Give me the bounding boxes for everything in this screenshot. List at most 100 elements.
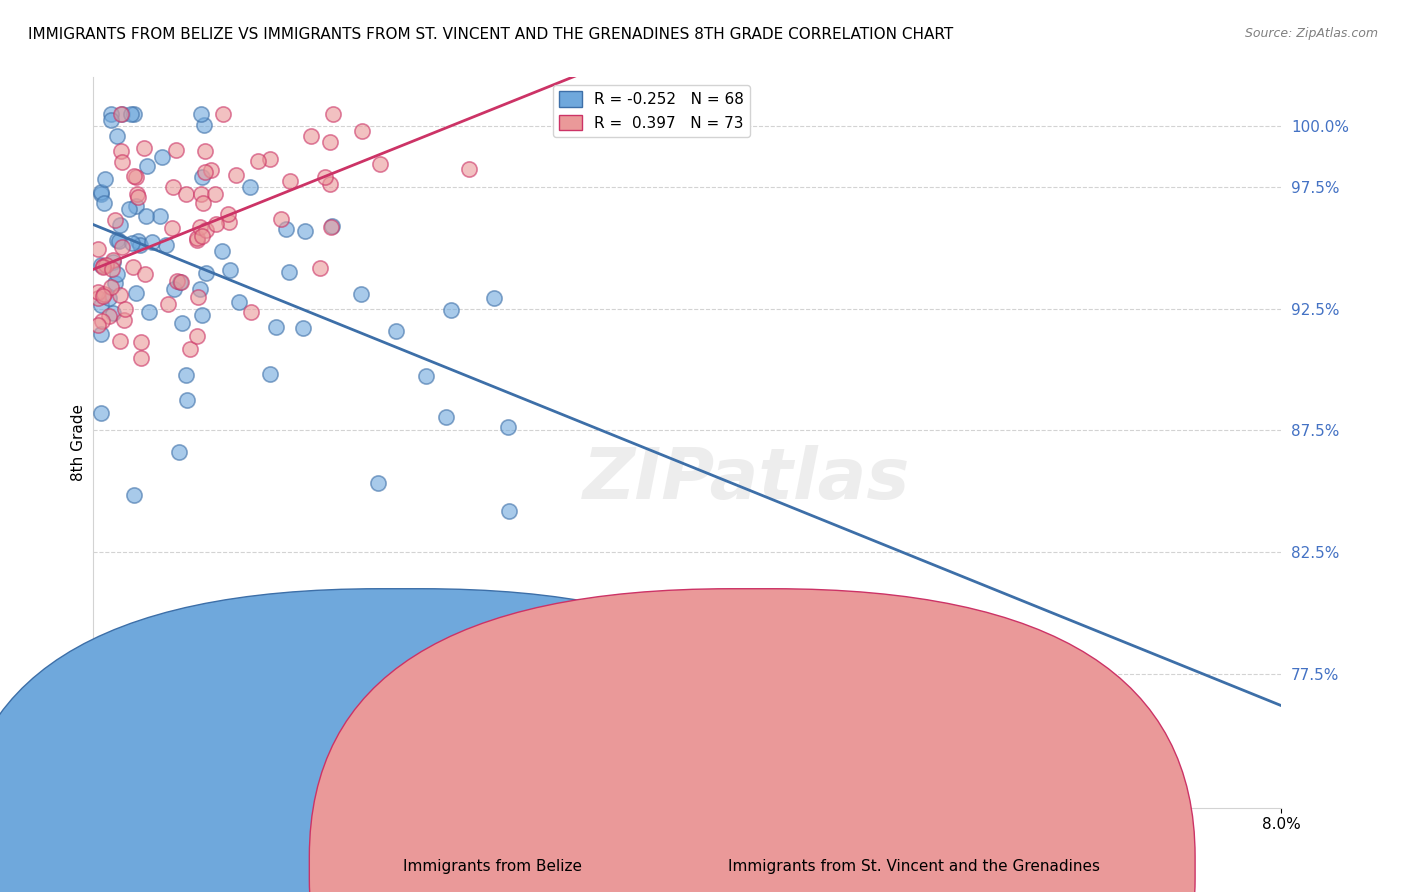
Point (129, 335, 152, 350)
Point (270, 212, 292, 227)
Point (179, 343, 201, 357)
Point (186, 230, 208, 244)
Point (121, 235, 143, 250)
Point (108, 334, 131, 348)
Point (150, 150, 173, 164)
Point (138, 305, 160, 319)
Point (194, 165, 217, 179)
Point (350, 286, 373, 301)
Point (190, 186, 212, 201)
Point (120, 107, 142, 121)
Point (195, 223, 218, 237)
Point (166, 274, 188, 288)
Point (278, 265, 301, 279)
Point (101, 252, 124, 267)
Y-axis label: 8th Grade: 8th Grade (72, 404, 86, 481)
Point (135, 209, 157, 223)
Point (104, 213, 127, 227)
Point (193, 118, 215, 132)
Point (93, 195, 115, 210)
Point (125, 285, 148, 300)
Point (457, 162, 479, 177)
Point (94, 258, 117, 272)
Point (122, 260, 145, 274)
Point (100, 279, 122, 293)
Point (127, 234, 149, 248)
Point (111, 154, 134, 169)
Point (194, 145, 217, 159)
Point (127, 190, 149, 204)
Point (319, 219, 342, 234)
Point (100, 107, 122, 121)
Point (274, 222, 297, 236)
Point (90, 258, 112, 272)
Point (219, 263, 242, 277)
Point (367, 475, 389, 490)
Point (90, 185, 112, 199)
Point (100, 112, 122, 127)
Text: ZIPatlas: ZIPatlas (583, 444, 910, 514)
Text: IMMIGRANTS FROM BELIZE VS IMMIGRANTS FROM ST. VINCENT AND THE GRENADINES 8TH GRA: IMMIGRANTS FROM BELIZE VS IMMIGRANTS FRO… (28, 27, 953, 42)
Point (107, 268, 129, 282)
Point (103, 255, 125, 269)
Point (132, 141, 155, 155)
Point (191, 228, 214, 243)
Point (498, 503, 520, 517)
Point (163, 282, 186, 296)
Point (239, 305, 262, 319)
Point (415, 368, 437, 383)
Point (299, 128, 322, 143)
Point (162, 179, 184, 194)
Point (103, 306, 125, 320)
Point (97, 291, 120, 305)
Text: Immigrants from Belize: Immigrants from Belize (402, 859, 582, 874)
Point (108, 219, 131, 233)
Point (278, 174, 301, 188)
Point (167, 445, 190, 459)
Point (385, 324, 408, 338)
Point (110, 107, 132, 121)
Point (291, 321, 314, 335)
Point (188, 282, 211, 296)
Point (91, 260, 114, 274)
Point (174, 368, 197, 383)
Point (264, 320, 287, 334)
Point (211, 107, 233, 121)
Point (191, 195, 214, 210)
Point (200, 163, 222, 178)
Point (105, 128, 128, 143)
Point (94, 171, 117, 186)
Point (190, 170, 212, 185)
Point (350, 124, 373, 138)
Point (112, 313, 135, 327)
Point (318, 135, 340, 149)
Point (90, 187, 112, 202)
Point (122, 107, 145, 121)
Point (294, 224, 316, 238)
Point (440, 303, 463, 318)
Point (129, 351, 152, 365)
Point (176, 392, 198, 407)
Point (368, 157, 391, 171)
Point (496, 420, 519, 434)
Text: Immigrants from St. Vincent and the Grenadines: Immigrants from St. Vincent and the Gren… (728, 859, 1099, 874)
Point (482, 292, 505, 306)
Point (129, 238, 152, 252)
Point (86, 291, 108, 305)
Point (225, 168, 247, 182)
Point (118, 202, 141, 217)
Point (122, 169, 145, 183)
Point (122, 488, 145, 502)
Point (156, 297, 179, 311)
Point (186, 289, 208, 303)
Point (321, 219, 343, 234)
Point (160, 221, 183, 235)
Point (165, 143, 187, 157)
Point (188, 220, 211, 235)
Point (155, 237, 177, 252)
Point (93, 260, 115, 275)
Point (134, 268, 156, 282)
Point (141, 235, 163, 249)
Point (93, 286, 115, 301)
Point (204, 186, 226, 201)
